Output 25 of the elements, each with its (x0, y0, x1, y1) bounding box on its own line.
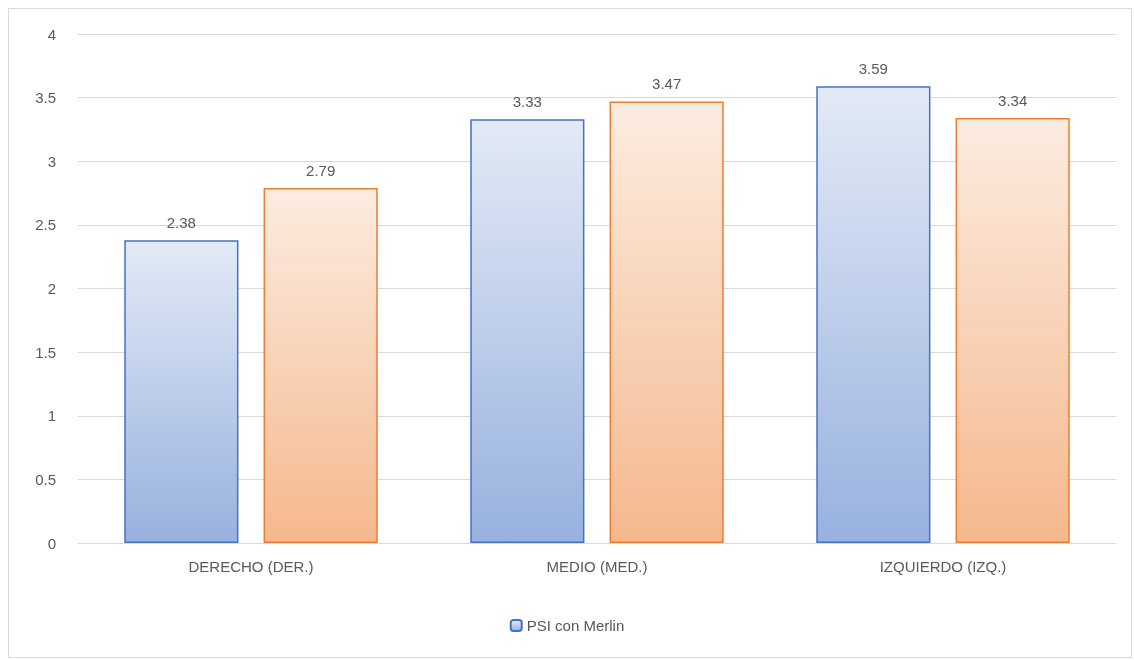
bar (263, 187, 378, 543)
y-tick-label: 1.5 (35, 343, 56, 361)
data-label: 3.34 (998, 91, 1028, 109)
y-tick-label: 3 (47, 152, 56, 170)
x-tick-label: DERECHO (DER.) (188, 558, 314, 575)
data-label: 3.47 (652, 75, 682, 93)
y-tick-label: 0 (47, 534, 56, 552)
bar (470, 119, 585, 543)
data-label: 3.33 (512, 93, 542, 111)
y-tick-label: 1 (47, 407, 56, 425)
bar (816, 86, 931, 543)
bar (609, 101, 724, 543)
bar (955, 117, 1070, 543)
y-tick-label: 0.5 (35, 470, 56, 488)
bar (124, 240, 239, 543)
data-label: 2.38 (166, 214, 196, 232)
y-tick-label: 2 (47, 280, 56, 297)
x-tick-label: MEDIO (MED.) (546, 558, 648, 575)
data-label: 2.79 (306, 161, 336, 179)
y-tick-label: 2.5 (35, 216, 56, 234)
data-label: 3.59 (858, 60, 888, 78)
y-tick-label: 4 (47, 25, 56, 43)
x-tick-label: IZQUIERDO (IZQ.) (879, 558, 1007, 575)
y-tick-label: 3.5 (35, 89, 56, 107)
legend-label: PSI con Merlin (526, 617, 625, 634)
